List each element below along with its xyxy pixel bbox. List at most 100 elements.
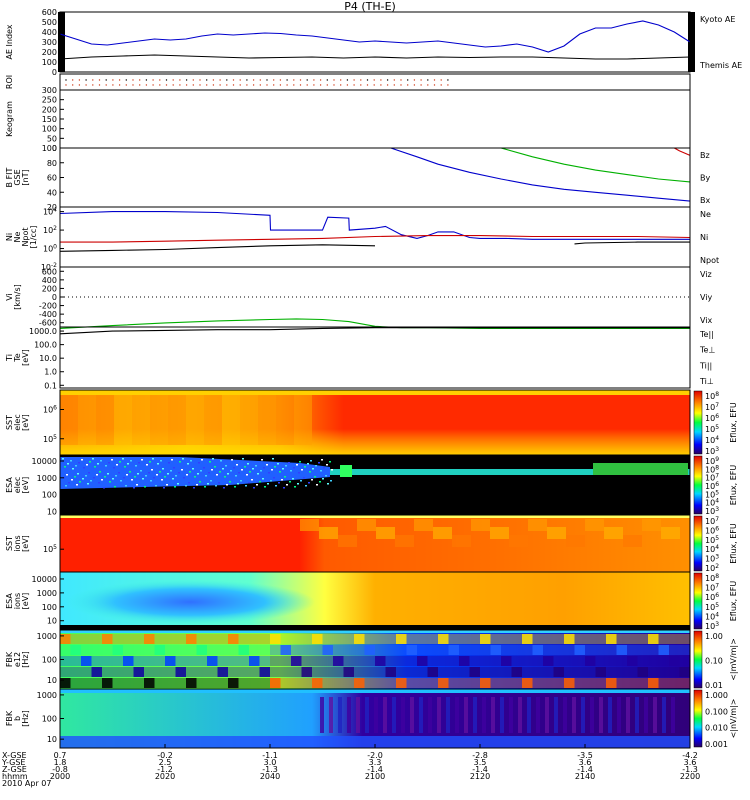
roi-dot — [125, 84, 128, 86]
esa-electron-speckle — [137, 473, 139, 475]
fbk-e12-cell — [427, 645, 438, 655]
roi-dot — [407, 79, 409, 81]
esa-electron-speckle — [66, 474, 68, 476]
ae-series-kyoto-ae — [59, 20, 691, 53]
x-tick-label-x-gse: -2.8 — [472, 751, 488, 760]
fbk-e12-cell — [60, 678, 71, 688]
esa-electron-speckle — [125, 485, 127, 487]
bfit-legend-bz: Bz — [700, 151, 710, 160]
x-row-label: hhmm — [2, 772, 28, 781]
esa-electron-speckle — [271, 469, 273, 471]
roi-dot — [286, 84, 288, 86]
fbk-e12-cell — [217, 656, 228, 666]
ae-ylabel: AE Index — [5, 24, 14, 59]
vi-tick-label: 200 — [42, 284, 57, 293]
ni-legend-ne: Ne — [700, 210, 711, 219]
esa_e-colorbar-tick: 105 — [705, 489, 719, 499]
bfit-ylabel: [nT] — [21, 169, 30, 185]
fbk-e12-cell — [249, 678, 260, 688]
fbk-e12-cell — [175, 645, 186, 655]
x-tick-label-z-gse: -1.4 — [577, 765, 593, 774]
fbk-b-stripe — [518, 697, 522, 733]
ni-tick-label: 10-2 — [41, 262, 57, 272]
fbk-e12-cell — [312, 656, 323, 666]
esa-electron-speckle — [318, 462, 320, 464]
esa-electron-speckle — [115, 475, 117, 477]
fbk-e12-cell — [133, 634, 144, 644]
fbk-e12-cell — [658, 634, 669, 644]
sst-electron-top-band — [60, 390, 690, 395]
fbk-b-stripe — [383, 697, 387, 733]
fbk-e12-cell — [133, 645, 144, 655]
sst-ion-cell — [528, 519, 547, 531]
roi-dot — [112, 84, 114, 86]
roi-dot — [239, 84, 241, 86]
fbk-e12-cell — [480, 656, 491, 666]
esa-electron-speckle — [249, 471, 251, 473]
roi-dot — [165, 79, 168, 81]
sst-electron-cell — [132, 395, 150, 445]
fbk-b-stripe — [347, 697, 351, 733]
esa-electron-speckle — [156, 474, 158, 476]
esa-electron-speckle — [190, 460, 192, 462]
sst_e-tick-label: 105 — [43, 434, 57, 444]
esa-electron-speckle — [134, 476, 136, 478]
fbk-e12-cell — [616, 634, 627, 644]
esa-electron-speckle — [99, 471, 101, 473]
roi-dot — [319, 84, 322, 86]
fbk-e12-cell — [154, 678, 165, 688]
bfit-series-bx — [390, 147, 691, 202]
x-tick-label-y-gse: 1.8 — [54, 758, 67, 767]
ae-tick-label: 100 — [42, 58, 57, 67]
fbk_b-ylabel: b — [13, 716, 22, 721]
roi-dot — [427, 84, 429, 86]
ni-ylabel: Ne — [13, 231, 22, 242]
fbk-e12-cell — [280, 645, 291, 655]
fbk-e12-cell — [480, 645, 491, 655]
fbk-e12-cell — [406, 667, 417, 677]
fbk-e12-cell — [144, 678, 155, 688]
esa_i-tick-label: 10 — [47, 617, 57, 626]
fbk-e12-cell — [469, 645, 480, 655]
sst-electron-cell — [186, 395, 204, 445]
roi-dot — [427, 79, 429, 81]
esa-electron-speckle — [211, 469, 213, 471]
esa-electron-speckle — [214, 466, 216, 468]
fbk-e12-cell — [532, 667, 543, 677]
fbk-e12-cell — [354, 645, 365, 655]
esa-electron-speckle — [118, 472, 120, 474]
fbk-e12-cell — [648, 634, 659, 644]
fbk-e12-cell — [165, 645, 176, 655]
ti-legend-ti-: Ti|| — [699, 361, 712, 370]
x-tick-label-hhmm: 2100 — [365, 772, 385, 781]
fbk-e12-cell — [196, 667, 207, 677]
fbk-e12-cell — [648, 656, 659, 666]
roi-dot — [360, 84, 362, 86]
esa-electron-speckle — [71, 479, 73, 481]
fbk-e12-cell — [375, 678, 386, 688]
roi-dot — [279, 84, 282, 86]
kg-tick-label: 100 — [42, 125, 57, 134]
roi-dot — [413, 79, 416, 81]
vi-legend-viz: Viz — [700, 270, 712, 279]
fbk-e12-cell — [364, 645, 375, 655]
fbk-e12-cell — [270, 634, 281, 644]
roi-dot — [98, 84, 101, 86]
esa-electron-speckle — [161, 479, 163, 481]
roi-dot — [232, 79, 235, 81]
fbk-e12-cell — [102, 634, 113, 644]
roi-dot — [78, 84, 81, 86]
esa-electron-speckle — [307, 463, 309, 465]
fbk-e12-cell — [574, 634, 585, 644]
fbk_b-colorbar-tick: 0.010 — [705, 724, 728, 733]
fbk-e12-cell — [259, 645, 270, 655]
fbk-e12-cell — [333, 634, 344, 644]
fbk-e12-cell — [186, 667, 197, 677]
fbk-b-stripe — [446, 697, 450, 733]
kg-frame — [59, 89, 691, 149]
fbk-b-stripe — [662, 697, 666, 733]
x-tick-label-hhmm: 2120 — [470, 772, 490, 781]
sst-electron-cell — [240, 395, 258, 445]
fbk-e12-cell — [133, 678, 144, 688]
esa-electron-speckle — [62, 458, 64, 460]
